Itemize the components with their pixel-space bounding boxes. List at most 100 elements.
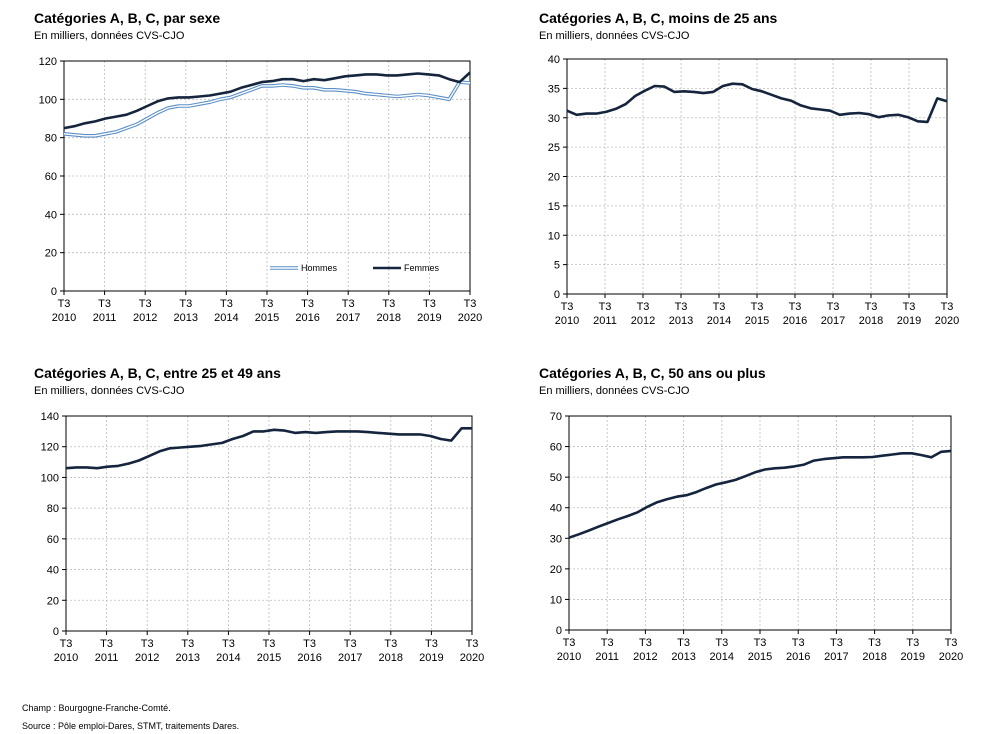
x-tick-label: T3 bbox=[342, 298, 355, 310]
x-tick-label: T3 bbox=[464, 298, 477, 310]
x-tick-label: T3 bbox=[865, 301, 878, 313]
x-tick-label: 2015 bbox=[257, 652, 281, 664]
y-tick-label: 30 bbox=[548, 113, 560, 125]
x-tick-label: 2017 bbox=[821, 315, 845, 327]
chart-svg: 0 10 20 30 40 50 60 70 T3 2010 T3 2011 T3 2012 T3 2013 T… bbox=[550, 411, 963, 663]
x-tick-label: 2020 bbox=[458, 312, 482, 324]
x-tick-label: T3 bbox=[301, 298, 314, 310]
x-tick-label: 2020 bbox=[935, 315, 959, 327]
y-tick-label: 5 bbox=[554, 260, 560, 272]
x-tick-label: T3 bbox=[789, 301, 802, 313]
chart-title: Catégories A, B, C, entre 25 et 49 ans bbox=[34, 365, 281, 381]
x-tick-label: 2018 bbox=[377, 312, 401, 324]
x-tick-label: T3 bbox=[561, 301, 574, 313]
x-tick-label: T3 bbox=[906, 637, 919, 649]
x-tick-label: T3 bbox=[98, 298, 111, 310]
x-tick-label: T3 bbox=[868, 637, 881, 649]
x-tick-label: T3 bbox=[263, 638, 276, 650]
x-tick-label: T3 bbox=[100, 638, 113, 650]
x-tick-label: T3 bbox=[830, 637, 843, 649]
x-tick-label: 2012 bbox=[631, 315, 655, 327]
y-tick-label: 40 bbox=[550, 503, 562, 515]
x-tick-label: T3 bbox=[563, 637, 576, 649]
x-tick-label: 2014 bbox=[214, 312, 238, 324]
x-tick-label: T3 bbox=[181, 638, 194, 650]
x-tick-label: 2014 bbox=[216, 652, 240, 664]
x-tick-label: 2015 bbox=[255, 312, 279, 324]
footer-source: Source : Pôle emploi-Dares, STMT, traite… bbox=[22, 721, 240, 731]
x-tick-label: 2018 bbox=[862, 651, 886, 663]
x-tick-label: 2013 bbox=[669, 315, 693, 327]
x-tick-label: T3 bbox=[220, 298, 233, 310]
y-tick-label: 140 bbox=[41, 411, 59, 423]
y-tick-label: 120 bbox=[41, 442, 59, 454]
y-tick-label: 70 bbox=[550, 411, 562, 423]
x-tick-label: T3 bbox=[751, 301, 764, 313]
x-tick-label: 2020 bbox=[939, 651, 963, 663]
chart-title: Catégories A, B, C, par sexe bbox=[34, 10, 221, 26]
y-tick-label: 20 bbox=[45, 248, 57, 260]
chart-subtitle: En milliers, données CVS-CJO bbox=[34, 30, 185, 42]
x-tick-label: 2011 bbox=[93, 312, 117, 324]
series-line-femmes bbox=[63, 71, 471, 130]
y-tick-label: 15 bbox=[548, 201, 560, 213]
y-tick-label: 10 bbox=[550, 594, 562, 606]
x-tick-label: T3 bbox=[713, 301, 726, 313]
series-line bbox=[568, 449, 952, 539]
x-tick-label: T3 bbox=[261, 298, 274, 310]
x-tick-label: 2012 bbox=[633, 651, 657, 663]
x-tick-label: 2014 bbox=[707, 315, 731, 327]
series-line bbox=[566, 82, 948, 124]
y-tick-label: 100 bbox=[39, 94, 57, 106]
x-tick-label: T3 bbox=[827, 301, 840, 313]
x-tick-label: 2012 bbox=[135, 652, 159, 664]
x-tick-label: 2010 bbox=[54, 652, 78, 664]
x-tick-label: T3 bbox=[945, 637, 958, 649]
y-tick-label: 0 bbox=[554, 289, 560, 301]
y-tick-label: 60 bbox=[550, 442, 562, 454]
x-tick-label: 2015 bbox=[748, 651, 772, 663]
footer-champ: Champ : Bourgogne-Franche-Comté. bbox=[22, 703, 171, 713]
y-tick-label: 0 bbox=[53, 626, 59, 638]
y-tick-label: 30 bbox=[550, 533, 562, 545]
x-tick-label: 2017 bbox=[338, 652, 362, 664]
x-tick-label: T3 bbox=[384, 638, 397, 650]
x-tick-label: T3 bbox=[677, 637, 690, 649]
x-tick-label: 2017 bbox=[336, 312, 360, 324]
x-tick-label: T3 bbox=[754, 637, 767, 649]
legend-label-femmes: Femmes bbox=[404, 263, 440, 273]
x-tick-label: T3 bbox=[715, 637, 728, 649]
y-tick-label: 35 bbox=[548, 83, 560, 95]
x-tick-label: T3 bbox=[141, 638, 154, 650]
y-tick-label: 80 bbox=[47, 503, 59, 515]
x-tick-label: T3 bbox=[903, 301, 916, 313]
y-tick-label: 20 bbox=[548, 172, 560, 184]
series-line bbox=[65, 427, 472, 470]
y-tick-label: 100 bbox=[41, 472, 59, 484]
x-tick-label: T3 bbox=[344, 638, 357, 650]
x-tick-label: 2013 bbox=[174, 312, 198, 324]
chart-subtitle: En milliers, données CVS-CJO bbox=[34, 385, 185, 397]
series-line-hommes-inner bbox=[63, 81, 471, 137]
x-tick-label: 2016 bbox=[297, 652, 321, 664]
x-tick-label: 2011 bbox=[593, 315, 617, 327]
y-tick-label: 40 bbox=[47, 565, 59, 577]
x-tick-label: 2014 bbox=[710, 651, 734, 663]
x-tick-label: T3 bbox=[639, 637, 652, 649]
y-tick-label: 40 bbox=[45, 209, 57, 221]
chart-title: Catégories A, B, C, 50 ans ou plus bbox=[539, 365, 766, 381]
x-tick-label: 2011 bbox=[595, 651, 619, 663]
x-tick-label: 2016 bbox=[783, 315, 807, 327]
x-tick-label: 2018 bbox=[859, 315, 883, 327]
chart-subtitle: En milliers, données CVS-CJO bbox=[539, 30, 690, 42]
x-tick-label: 2016 bbox=[295, 312, 319, 324]
y-tick-label: 25 bbox=[548, 142, 560, 154]
x-tick-label: 2019 bbox=[897, 315, 921, 327]
x-tick-label: T3 bbox=[466, 638, 479, 650]
y-tick-label: 40 bbox=[548, 54, 560, 66]
x-tick-label: T3 bbox=[941, 301, 954, 313]
x-tick-label: T3 bbox=[599, 301, 612, 313]
x-tick-label: 2010 bbox=[555, 315, 579, 327]
y-tick-label: 60 bbox=[47, 534, 59, 546]
x-tick-label: T3 bbox=[179, 298, 192, 310]
